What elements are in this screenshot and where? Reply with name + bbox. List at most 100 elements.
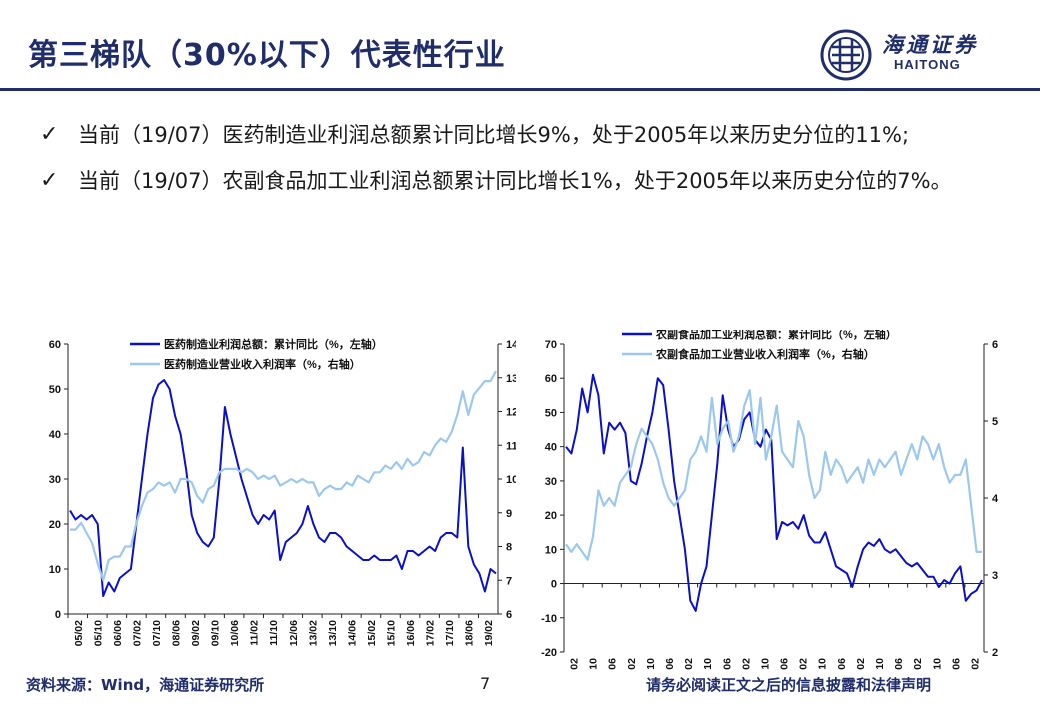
y-right-tick-label: 10: [506, 474, 516, 486]
x-tick-label: 07/02: [626, 658, 638, 670]
x-tick-label: 11/10: [759, 658, 771, 670]
y-right-tick-label: 6: [992, 339, 998, 351]
series-line: [70, 370, 497, 582]
y-left-tick-label: 50: [49, 384, 61, 396]
x-tick-label: 07/02: [131, 620, 143, 646]
x-tick-label: 10/06: [721, 658, 733, 670]
x-tick-label: 18/06: [464, 620, 476, 646]
x-tick-label: 08/06: [171, 620, 183, 646]
y-left-tick-label: 0: [551, 579, 557, 591]
x-tick-label: 17/02: [912, 658, 924, 670]
x-tick-label: 15/02: [366, 620, 378, 646]
x-tick-label: 11/02: [740, 658, 752, 670]
y-left-tick-label: 10: [545, 544, 557, 556]
x-tick-label: 11/10: [268, 620, 280, 646]
y-right-tick-label: 3: [992, 570, 998, 582]
x-tick-label: 07/10: [151, 620, 163, 646]
y-left-tick-label: 50: [545, 407, 557, 419]
checkmark-icon: ✓: [40, 168, 59, 193]
x-tick-label: 06/06: [112, 620, 124, 646]
series-line: [565, 373, 983, 612]
x-tick-label: 14/06: [346, 620, 358, 646]
y-left-tick-label: 20: [545, 510, 557, 522]
y-left-tick-label: -20: [541, 647, 557, 659]
legend-label: 农副食品加工业营业收入利润率（%，右轴）: [655, 347, 875, 361]
y-left-tick-label: 40: [545, 442, 557, 454]
x-tick-label: 16/06: [405, 620, 417, 646]
x-tick-label: 05/10: [588, 658, 600, 670]
y-left-tick-label: 20: [49, 519, 61, 531]
x-tick-label: 15/10: [386, 620, 398, 646]
y-right-tick-label: 5: [992, 416, 998, 428]
bullet-list: ✓ 当前（19/07）医药制造业利润总额累计同比增长9%，处于2005年以来历史…: [40, 118, 1000, 210]
x-tick-label: 16/06: [893, 658, 905, 670]
legend-label: 医药制造业利润总额：累计同比（%，左轴）: [164, 337, 383, 351]
checkmark-icon: ✓: [40, 122, 59, 147]
x-tick-label: 05/02: [73, 620, 85, 646]
y-left-tick-label: 60: [49, 339, 61, 351]
x-tick-label: 13/10: [817, 658, 829, 670]
bullet-text: 当前（19/07）医药制造业利润总额累计同比增长9%，处于2005年以来历史分位…: [78, 123, 910, 147]
x-tick-label: 09/10: [702, 658, 714, 670]
legend-label: 农副食品加工业利润总额：累计同比（%，左轴）: [655, 330, 897, 341]
x-tick-label: 13/10: [327, 620, 339, 646]
x-tick-label: 19/02: [483, 620, 495, 646]
x-tick-label: 07/10: [645, 658, 657, 670]
legend-label: 医药制造业营业收入利润率（%，右轴）: [164, 357, 361, 371]
page-title: 第三梯队（30%以下）代表性行业: [28, 38, 506, 73]
y-right-tick-label: 12: [506, 407, 516, 419]
haitong-emblem-icon: [820, 29, 872, 81]
logo-text-cn: 海通证券: [882, 33, 978, 57]
y-left-tick-label: -10: [541, 613, 557, 625]
x-tick-label: 10/06: [229, 620, 241, 646]
x-tick-label: 13/02: [307, 620, 319, 646]
bullet-item: ✓ 当前（19/07）农副食品加工业利润总额累计同比增长1%，处于2005年以来…: [40, 164, 1000, 198]
y-right-tick-label: 2: [992, 647, 998, 659]
y-right-tick-label: 9: [506, 508, 512, 520]
y-left-tick-label: 10: [49, 564, 61, 576]
y-right-tick-label: 4: [992, 493, 999, 505]
y-right-tick-label: 11: [506, 440, 516, 452]
x-tick-label: 09/02: [190, 620, 202, 646]
x-tick-label: 19/02: [969, 658, 981, 670]
y-right-tick-label: 13: [506, 373, 516, 385]
x-tick-label: 09/02: [683, 658, 695, 670]
x-tick-label: 12/06: [288, 620, 300, 646]
bullet-text: 当前（19/07）农副食品加工业利润总额累计同比增长1%，处于2005年以来历史…: [78, 169, 952, 193]
y-left-tick-label: 30: [49, 474, 61, 486]
bullet-item: ✓ 当前（19/07）医药制造业利润总额累计同比增长9%，处于2005年以来历史…: [40, 118, 1000, 152]
x-tick-label: 05/10: [92, 620, 104, 646]
page-number: 7: [480, 674, 491, 693]
logo-text-en: HAITONG: [894, 57, 961, 72]
haitong-logo: 海通证券 HAITONG: [818, 27, 1018, 83]
x-tick-label: 13/02: [798, 658, 810, 670]
y-right-tick-label: 14: [506, 339, 516, 351]
x-tick-label: 12/06: [779, 658, 791, 670]
x-tick-label: 14/06: [836, 658, 848, 670]
x-tick-label: 17/02: [425, 620, 437, 646]
y-left-tick-label: 70: [545, 339, 557, 351]
x-tick-label: 15/10: [874, 658, 886, 670]
x-tick-label: 11/02: [249, 620, 261, 646]
y-left-tick-label: 40: [49, 429, 61, 441]
x-tick-label: 08/06: [664, 658, 676, 670]
y-right-tick-label: 6: [506, 609, 512, 621]
series-line: [565, 389, 982, 561]
y-left-tick-label: 30: [545, 476, 557, 488]
x-tick-label: 17/10: [931, 658, 943, 670]
x-tick-label: 15/02: [855, 658, 867, 670]
x-tick-label: 09/10: [210, 620, 222, 646]
x-tick-label: 06/06: [607, 658, 619, 670]
y-left-tick-label: 60: [545, 373, 557, 385]
disclaimer-note: 请务必阅读正文之后的信息披露和法律声明: [646, 676, 932, 694]
x-tick-label: 18/06: [950, 658, 962, 670]
x-tick-label: 05/02: [569, 658, 581, 670]
y-right-tick-label: 7: [506, 575, 512, 587]
series-line: [69, 379, 497, 597]
x-tick-label: 17/10: [444, 620, 456, 646]
y-left-tick-label: 0: [55, 609, 61, 621]
y-right-tick-label: 8: [506, 542, 512, 554]
source-note: 资料来源：Wind，海通证券研究所: [26, 676, 265, 694]
pharma-chart: 0 10 20 30 40 50 60 6 7 8 9 10 11 12 13 14 05/02 05/10 06/…: [49, 337, 516, 646]
title-divider: [0, 88, 1040, 91]
